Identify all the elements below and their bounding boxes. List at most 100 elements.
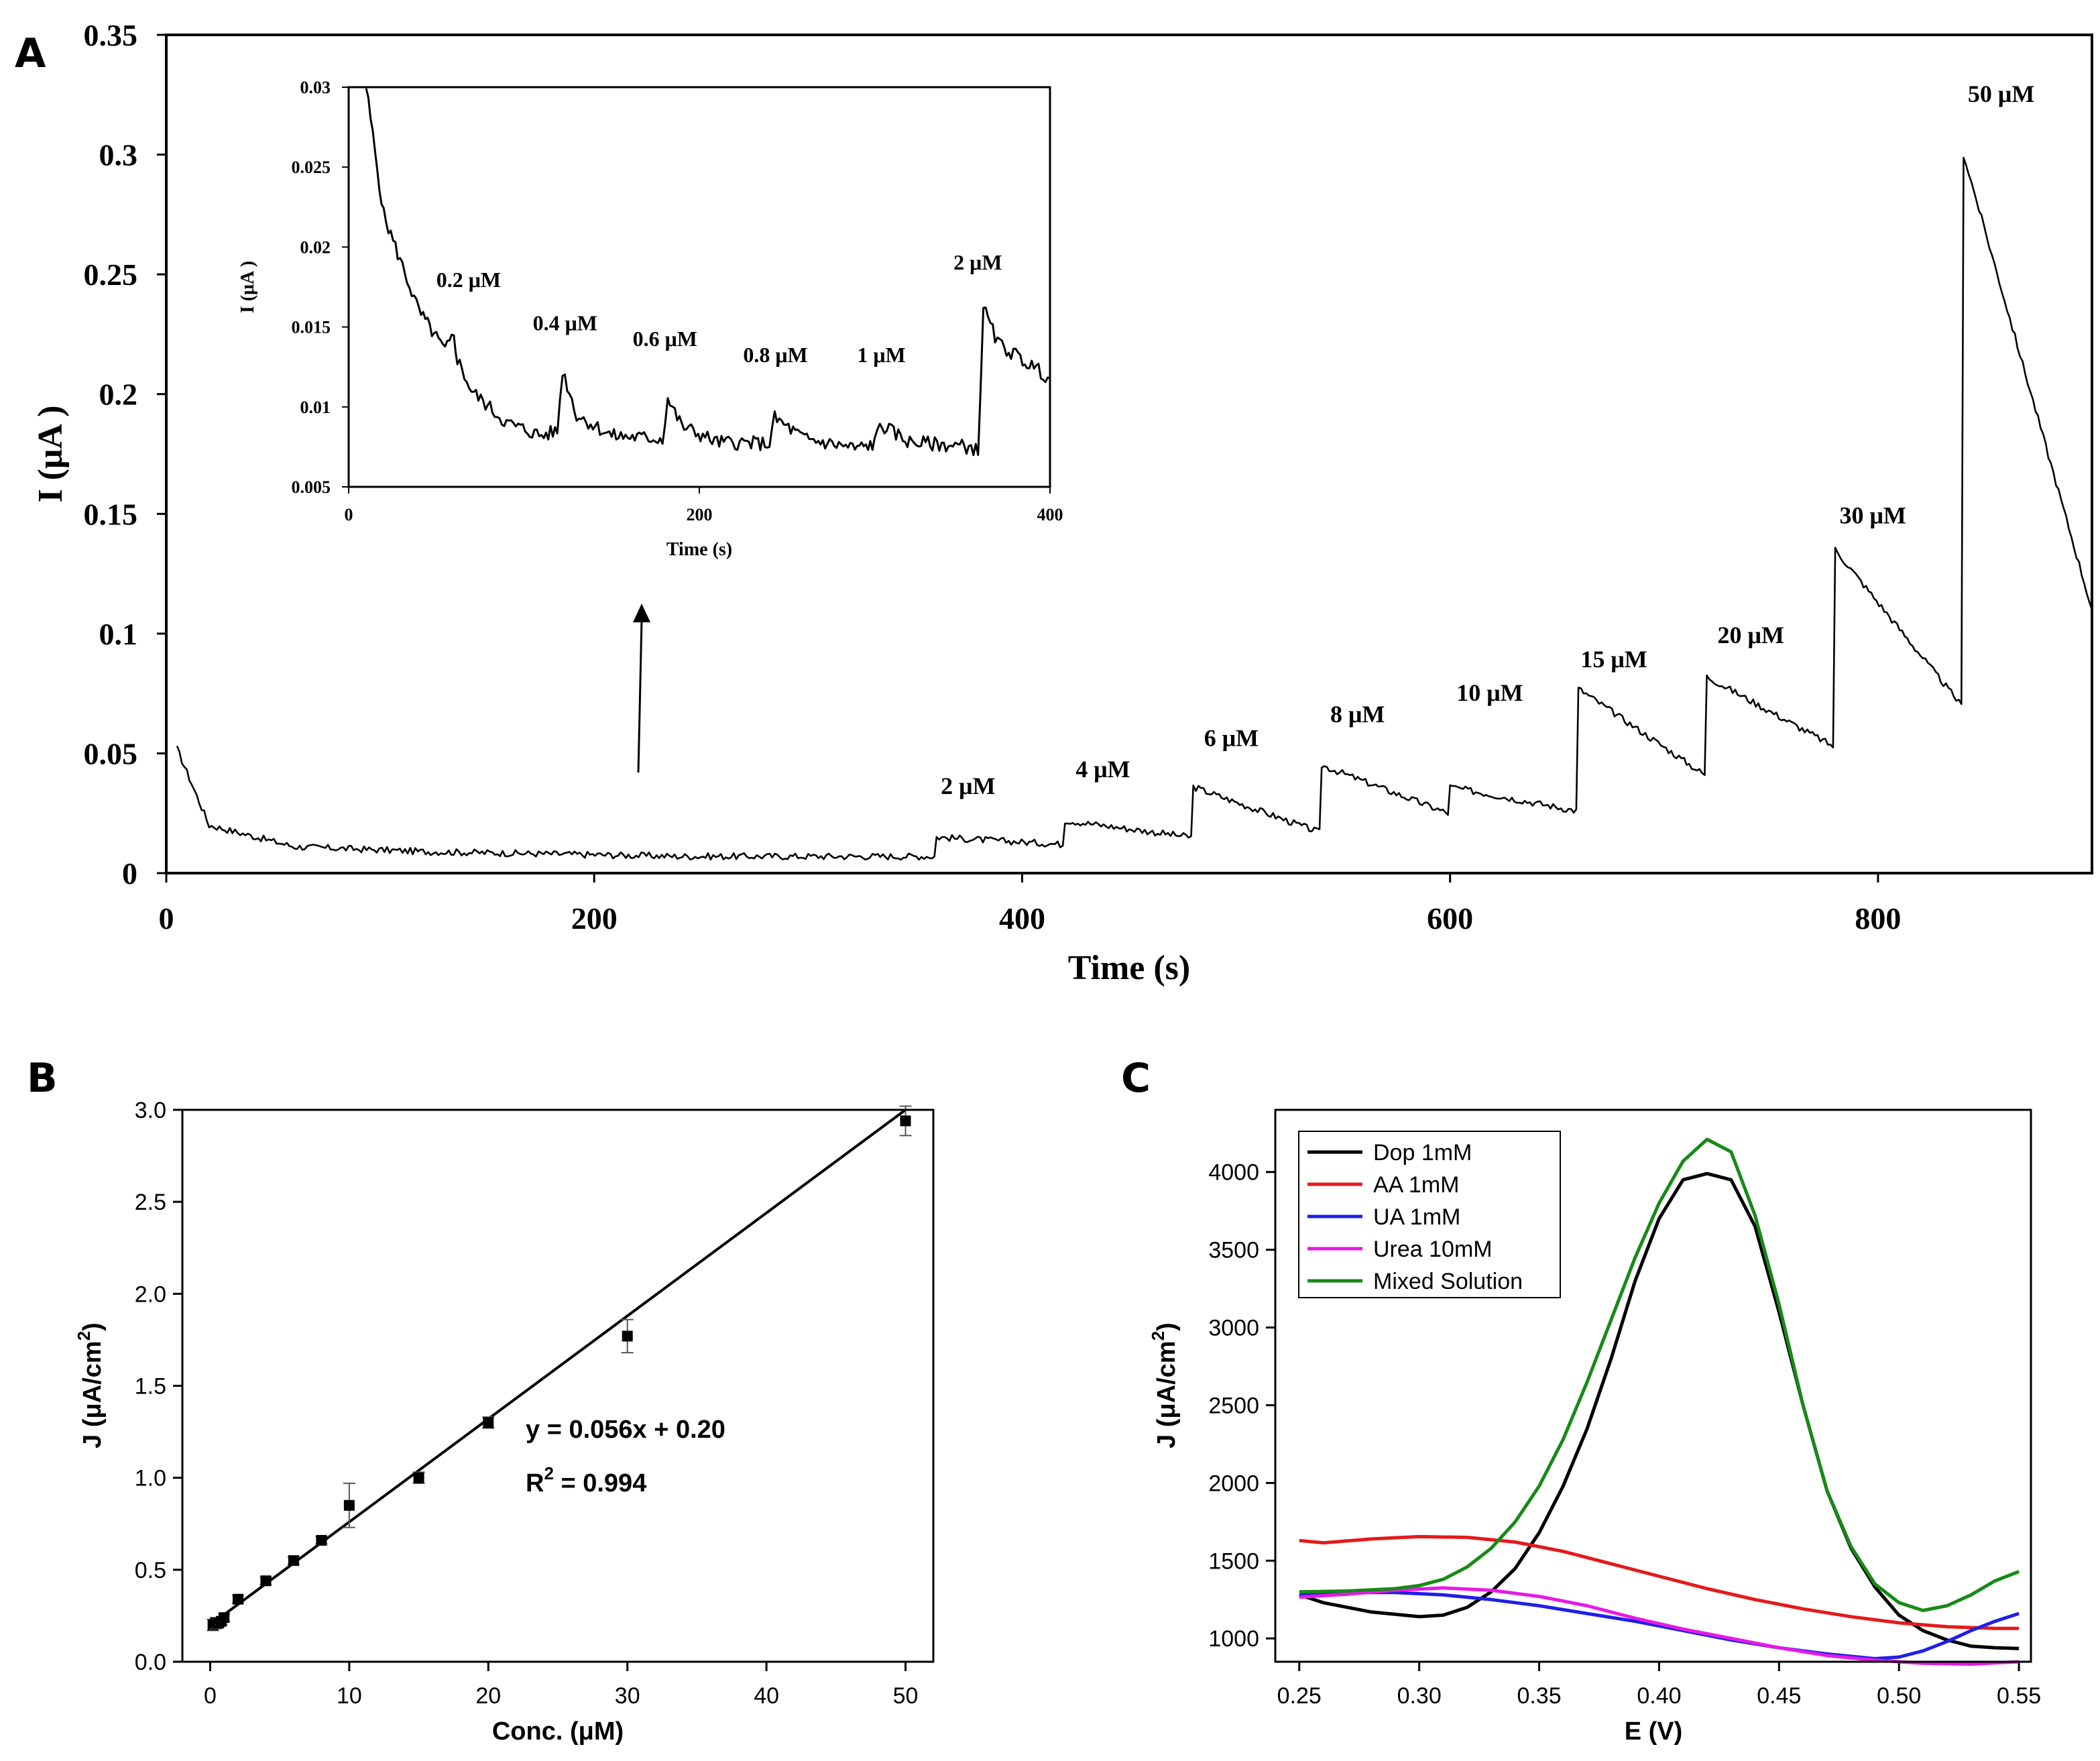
chart-c-line: [1299, 1591, 2020, 1660]
chart-b-points: [207, 1105, 912, 1632]
chart-c-x-tick-label: 0.25: [1277, 1683, 1322, 1709]
inset-line: [365, 88, 1051, 457]
chart-c-y-tick-label: 4000: [1208, 1160, 1259, 1186]
inset-series: [365, 88, 1051, 457]
chart-c-legend-label: Dop 1mM: [1373, 1140, 1472, 1166]
inset-x-tick-label: 400: [1037, 505, 1063, 524]
chart-b-y-axis-label: J (μA/cm2): [74, 1322, 107, 1448]
chart-b-point: [413, 1472, 424, 1483]
inset-annotation: 0.4 μM: [533, 310, 597, 335]
chart-c-ticks: 0.25 0.30 0.35 0.40 0.45 0.50 0.55 1000 1500 2000…: [1208, 1160, 2041, 1709]
chart-c-y-tick-label: 2500: [1208, 1393, 1259, 1418]
chart-a-annotation: 4 μM: [1075, 756, 1130, 783]
inset-y-tick-label: 0.02: [300, 237, 331, 257]
chart-b-y-tick-label: 1.5: [135, 1374, 166, 1400]
chart-a-y-tick-label: 0.15: [84, 497, 138, 531]
chart-a-annotations: 2 μM 4 μM 6 μM 8 μM 10 μM 15 μM 20 μM 30 μM 50 μ…: [941, 80, 2034, 799]
chart-a-annotation: 15 μM: [1580, 646, 1647, 673]
chart-c-y-tick-label: 2000: [1208, 1471, 1259, 1496]
inset-ticks: 0 200 400 0.005 0.01 0.015 0.02 0.025 0.03: [292, 78, 1063, 524]
chart-a-annotation: 8 μM: [1330, 701, 1385, 728]
chart-b-point: [343, 1499, 355, 1511]
chart-b-point: [483, 1417, 494, 1428]
chart-b-y-tick-label: 2.0: [135, 1282, 166, 1307]
chart-a: 0 200 400 600 80000.050.10.150.20.250.30.35 …: [32, 18, 2093, 987]
inset-arrow-line: [637, 620, 643, 773]
inset-x-tick-label: 0: [345, 505, 353, 524]
chart-c-legend-label: AA 1mM: [1373, 1172, 1459, 1198]
chart-c-y-axis-label: J (μA/cm2): [1148, 1322, 1181, 1448]
chart-b-r-squared: R2 = 0.994: [526, 1463, 646, 1497]
chart-a-x-axis-label: Time (s): [1068, 949, 1190, 987]
inset-x-axis-label: Time (s): [666, 539, 732, 560]
chart-c-frame: [1274, 1109, 2032, 1663]
chart-a-x-tick-label: 600: [1427, 901, 1473, 935]
chart-c-y-tick-label: 1500: [1208, 1548, 1259, 1574]
panel-letter-a: A: [15, 30, 46, 77]
inset-y-tick-label: 0.025: [292, 158, 331, 177]
chart-c-line: [1299, 1534, 2020, 1630]
chart-a-y-tick-label: 0.05: [84, 736, 138, 771]
chart-b-point: [260, 1575, 272, 1587]
chart-a-y-tick-label: 0.3: [99, 138, 138, 172]
chart-a-y-tick-label: 0.35: [84, 18, 138, 52]
chart-b-y-axis-close: ): [78, 1322, 107, 1331]
chart-a-y-tick-label: 0: [122, 856, 137, 891]
chart-a-annotation: 2 μM: [941, 773, 995, 799]
chart-c-legend-label: UA 1mM: [1373, 1204, 1460, 1230]
inset-x-tick-label: 200: [687, 505, 713, 524]
chart-b-y-tick-label: 0.0: [135, 1650, 166, 1675]
inset-arrow-head-icon: [633, 604, 650, 622]
inset-annotation: 2 μM: [953, 250, 1002, 274]
chart-b-point: [232, 1593, 243, 1605]
chart-c-x-tick-label: 0.45: [1757, 1683, 1801, 1709]
inset-annotation: 0.6 μM: [633, 327, 697, 351]
inset-frame: [347, 86, 1051, 488]
chart-a-frame: [165, 34, 2093, 874]
chart-a-x-tick-label: 0: [159, 901, 174, 935]
chart-b-x-axis-label: Conc. (μM): [492, 1717, 624, 1746]
chart-c-x-tick-label: 0.50: [1877, 1683, 1921, 1709]
inset-y-tick-label: 0.005: [292, 477, 331, 497]
chart-b-x-tick-label: 40: [754, 1683, 779, 1709]
chart-b-y-tick-label: 1.0: [135, 1466, 166, 1491]
chart-b-point: [622, 1330, 633, 1342]
chart-b-frame: [181, 1109, 935, 1663]
chart-c-y-tick-label: 1000: [1208, 1626, 1259, 1652]
chart-c-x-tick-label: 0.30: [1397, 1683, 1442, 1709]
chart-a-ticks: 0 200 400 600 800 0 0.05 0.1 0.15 0.2 0.25 0.3 0.35: [84, 18, 1902, 935]
chart-c-line: [1299, 1137, 2020, 1612]
chart-a-annotation: 6 μM: [1204, 725, 1259, 752]
chart-b-y-tick-label: 0.5: [135, 1558, 166, 1583]
inset-annotation: 0.8 μM: [743, 343, 807, 367]
chart-b-fit: [209, 1109, 907, 1626]
chart-a-x-tick-label: 800: [1855, 901, 1901, 935]
chart-b-r-value: = 0.994: [554, 1469, 646, 1497]
chart-a-inset: 0 200 400 0.005 0.01 0.015 0.02 0.025 0.03 Time …: [237, 78, 1063, 560]
chart-a-y-tick-label: 0.1: [99, 617, 138, 651]
chart-a-y-axis-label: I (μA ): [32, 405, 70, 502]
panel-letter-c: C: [1121, 1055, 1151, 1102]
chart-c: 0.25 0.30 0.35 0.40 0.45 0.50 0.55 1000 1500 2000…: [1148, 1109, 2041, 1746]
chart-b-r-label: R: [526, 1469, 544, 1497]
inset-y-tick-label: 0.03: [300, 78, 331, 97]
chart-c-x-tick-label: 0.35: [1517, 1683, 1561, 1709]
chart-a-series: [176, 156, 2093, 861]
chart-a-x-tick-label: 200: [571, 901, 618, 935]
chart-c-y-tick-label: 3500: [1208, 1238, 1259, 1263]
chart-b-y-tick-label: 3.0: [135, 1098, 166, 1123]
chart-b: 0 10 20 30 40 50 0.0 0.5 1.0 1.5 2.0 2.5 3.0 Conc. (…: [74, 1098, 935, 1746]
chart-b-x-tick-label: 30: [615, 1683, 640, 1709]
chart-b-x-tick-label: 20: [475, 1683, 501, 1709]
chart-a-y-tick-label: 0.25: [84, 258, 138, 292]
chart-b-equation: y = 0.056x + 0.20: [526, 1416, 725, 1444]
panel-letter-b: B: [27, 1055, 58, 1102]
chart-b-y-tick-label: 2.5: [135, 1190, 166, 1215]
chart-b-r-sup: 2: [544, 1463, 553, 1483]
inset-annotation: 1 μM: [857, 343, 905, 367]
chart-b-x-tick-label: 10: [337, 1683, 362, 1709]
chart-a-line: [176, 156, 2093, 861]
chart-a-y-tick-label: 0.2: [99, 378, 138, 412]
chart-b-point: [288, 1555, 299, 1567]
